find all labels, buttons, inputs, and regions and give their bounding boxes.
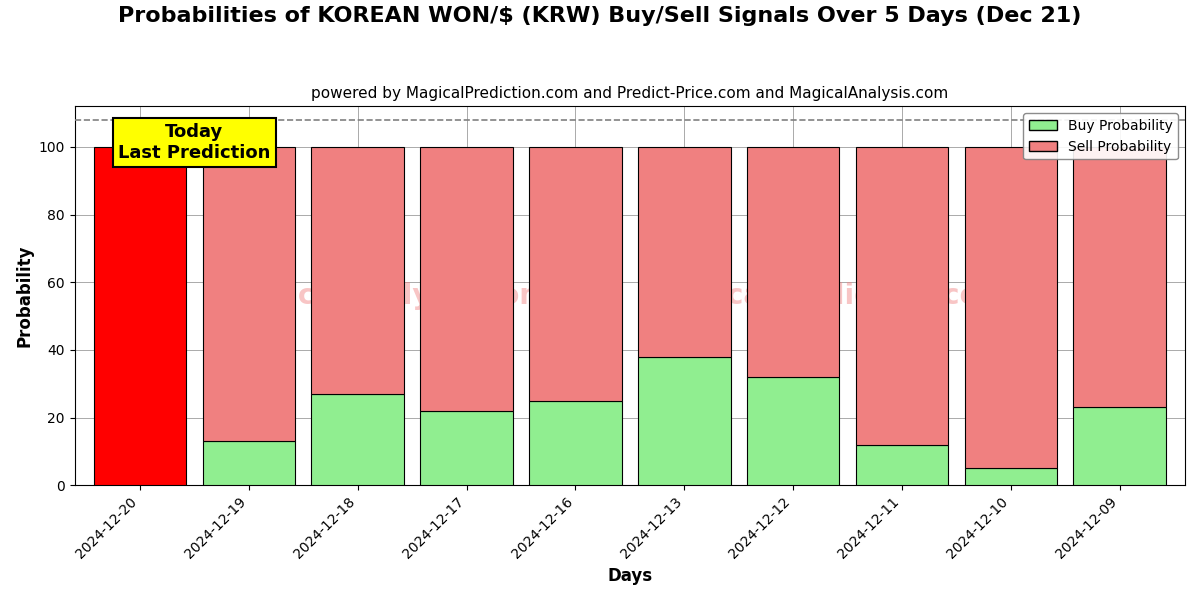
Bar [529,401,622,485]
Text: MagicalPrediction.com: MagicalPrediction.com [652,282,1008,310]
Bar [965,147,1057,468]
Bar [312,394,404,485]
Bar [529,147,622,401]
Bar [856,147,948,445]
Title: powered by MagicalPrediction.com and Predict-Price.com and MagicalAnalysis.com: powered by MagicalPrediction.com and Pre… [311,86,948,101]
Bar [312,147,404,394]
X-axis label: Days: Days [607,567,653,585]
Bar [746,147,839,377]
Bar [1074,147,1166,407]
Bar [420,147,512,411]
Bar [965,468,1057,485]
Y-axis label: Probability: Probability [16,244,34,347]
Bar [94,147,186,485]
Bar [638,147,731,356]
Text: Today
Last Prediction: Today Last Prediction [119,123,270,162]
Bar [1074,407,1166,485]
Bar [420,411,512,485]
Bar [203,441,295,485]
Bar [638,356,731,485]
Bar [203,147,295,441]
Bar [856,445,948,485]
Bar [746,377,839,485]
Text: Probabilities of KOREAN WON/$ (KRW) Buy/Sell Signals Over 5 Days (Dec 21): Probabilities of KOREAN WON/$ (KRW) Buy/… [119,6,1081,26]
Legend: Buy Probability, Sell Probability: Buy Probability, Sell Probability [1024,113,1178,160]
Text: MagicalAnalysis.com: MagicalAnalysis.com [222,282,548,310]
